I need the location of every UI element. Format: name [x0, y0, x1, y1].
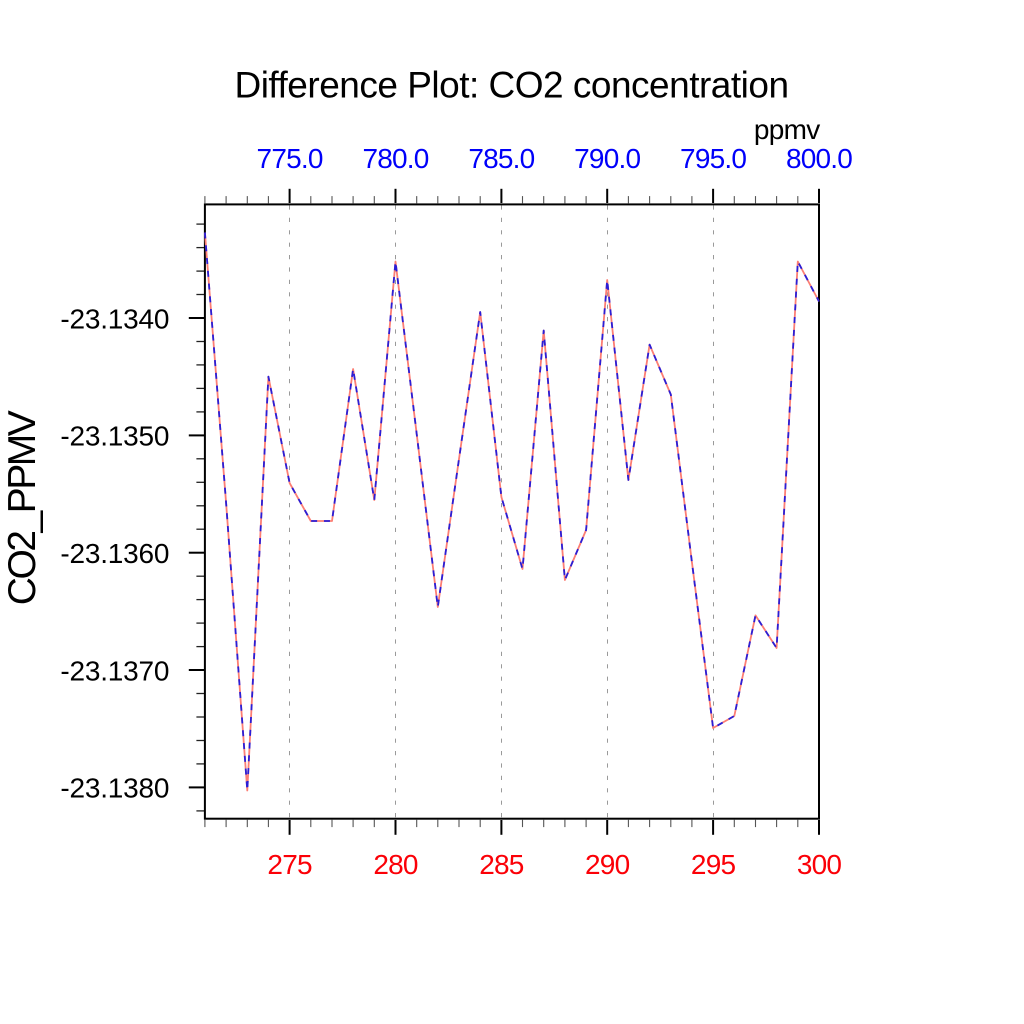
- svg-text:795.0: 795.0: [680, 143, 746, 174]
- svg-text:780.0: 780.0: [362, 143, 428, 174]
- svg-text:Difference Plot: CO2 concentra: Difference Plot: CO2 concentration: [234, 65, 788, 106]
- svg-text:275: 275: [267, 849, 312, 880]
- svg-text:295: 295: [691, 849, 736, 880]
- svg-text:CO2_PPMV: CO2_PPMV: [1, 410, 44, 605]
- svg-text:280: 280: [373, 849, 418, 880]
- svg-text:800.0: 800.0: [786, 143, 852, 174]
- svg-text:-23.1360: -23.1360: [60, 538, 169, 569]
- svg-text:285: 285: [479, 849, 524, 880]
- svg-text:775.0: 775.0: [257, 143, 323, 174]
- svg-text:790.0: 790.0: [574, 143, 640, 174]
- svg-text:300: 300: [797, 849, 842, 880]
- svg-text:-23.1350: -23.1350: [60, 421, 169, 452]
- svg-text:-23.1340: -23.1340: [60, 303, 169, 334]
- svg-text:-23.1380: -23.1380: [60, 773, 169, 804]
- svg-text:785.0: 785.0: [468, 143, 534, 174]
- svg-text:-23.1370: -23.1370: [60, 655, 169, 686]
- svg-text:ppmv: ppmv: [754, 114, 820, 145]
- svg-text:290: 290: [585, 849, 630, 880]
